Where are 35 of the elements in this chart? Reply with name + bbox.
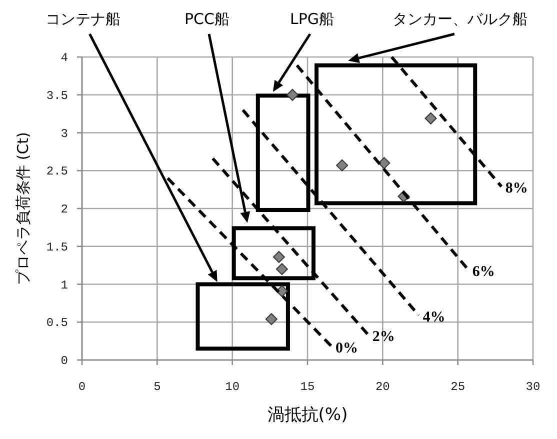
point (378, 157, 390, 170)
x-tick-label: 5 (154, 380, 161, 394)
point (272, 250, 285, 263)
point (276, 285, 288, 298)
point (336, 159, 348, 172)
y-axis-title: プロペラ負荷条件 (Ct) (14, 132, 32, 285)
y-tick-label: 4 (60, 51, 68, 65)
x-tick-label: 20 (375, 380, 390, 394)
text: タンカー、バルク船 (392, 10, 528, 28)
x-axis-title: 渦抵抗(%) (267, 405, 348, 425)
point (265, 313, 278, 326)
y-tick-label: 3.5 (46, 88, 68, 103)
y-tick-label: 0 (60, 354, 68, 368)
series-label: 6% (472, 264, 495, 280)
x-tick-label: 0 (78, 380, 86, 394)
series-label: 0% (336, 340, 358, 356)
y-tick-label: 3 (60, 126, 68, 141)
x-tick-label: 10 (225, 380, 240, 394)
y-tick-label: 1 (60, 278, 68, 292)
y-tick-label: 2 (60, 202, 68, 216)
x-tick-label: 30 (526, 380, 540, 394)
text: PCC船 (184, 10, 230, 28)
y-tick-label: 2.5 (46, 164, 68, 179)
point (424, 112, 437, 124)
x-tick-label: 25 (450, 380, 466, 394)
point (286, 88, 298, 101)
text: コンテナ船 (46, 10, 120, 28)
y-tick-label: 1.5 (46, 240, 68, 254)
text: LPG船 (290, 10, 334, 28)
series-label: 2% (372, 329, 395, 346)
point (276, 263, 288, 276)
x-tick-label: 15 (300, 380, 315, 394)
series-label: 4% (422, 309, 446, 326)
series-label: 8% (505, 180, 528, 197)
y-tick-label: 0.5 (46, 316, 68, 330)
